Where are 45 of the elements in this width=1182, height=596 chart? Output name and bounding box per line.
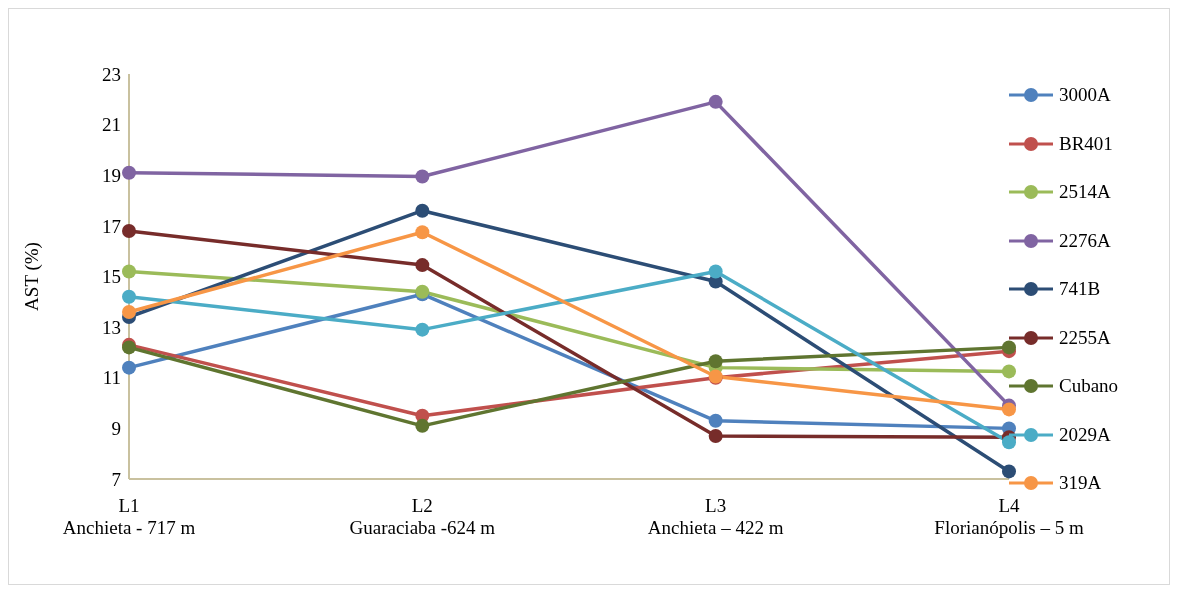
- point: [1002, 464, 1016, 479]
- point: [1002, 364, 1016, 379]
- y-tick-label: 19: [102, 164, 121, 186]
- legend-label: 3000A: [1059, 84, 1111, 107]
- legend-label: 741B: [1059, 278, 1101, 301]
- point: [1002, 340, 1016, 355]
- x-tick-label: L2 Guaraciaba -624 m: [349, 495, 496, 538]
- legend-label: Cubano: [1059, 375, 1119, 398]
- point: [122, 360, 136, 375]
- x-tick-label: L1 Anchieta - 717 m: [62, 495, 196, 538]
- legend-label: 2514A: [1059, 181, 1111, 204]
- point: [708, 413, 723, 428]
- point: [708, 354, 723, 369]
- y-tick-label: 9: [111, 418, 121, 440]
- y-axis-title: AST (%): [20, 242, 43, 311]
- point: [122, 264, 136, 279]
- point: [415, 418, 430, 433]
- y-tick-label: 21: [102, 114, 121, 136]
- point: [1002, 402, 1016, 417]
- y-tick-label: 17: [102, 215, 121, 237]
- x-tick-label: L4 Florianópolis – 5 m: [934, 495, 1084, 538]
- point: [415, 169, 430, 184]
- y-tick-label: 11: [102, 367, 121, 389]
- point: [415, 258, 430, 273]
- y-tick-label: 13: [102, 316, 121, 338]
- point: [122, 165, 136, 180]
- point: [708, 428, 723, 443]
- legend-label: BR401: [1059, 132, 1113, 155]
- point: [415, 225, 430, 240]
- legend-label: 2255A: [1059, 326, 1111, 349]
- legend-label: 319A: [1059, 472, 1102, 495]
- point: [122, 304, 136, 319]
- y-tick-label: 7: [111, 468, 121, 490]
- y-tick-label: 23: [102, 63, 121, 85]
- y-tick-label: 15: [102, 266, 121, 288]
- point: [122, 289, 136, 304]
- x-tick-label: L3 Anchieta – 422 m: [647, 495, 784, 538]
- point: [415, 322, 430, 337]
- point: [708, 264, 723, 279]
- point: [122, 223, 136, 238]
- point: [415, 203, 430, 218]
- legend-label: 2029A: [1059, 423, 1111, 446]
- legend-label: 2276A: [1059, 229, 1111, 252]
- point: [708, 94, 723, 109]
- point: [1002, 435, 1016, 450]
